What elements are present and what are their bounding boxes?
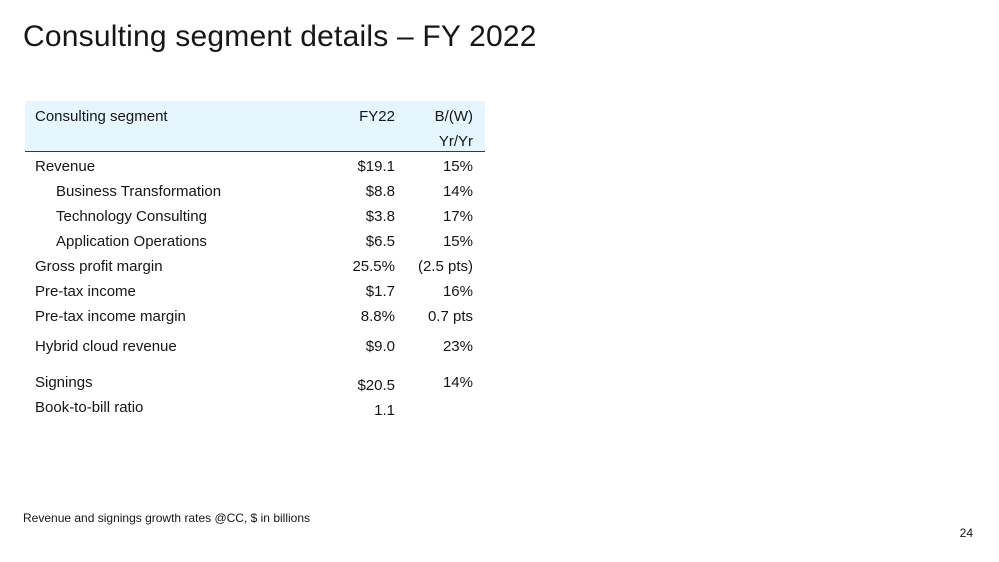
row-value: $8.8 [365, 183, 395, 200]
row-value: $9.0 [365, 338, 395, 355]
row-pre-tax-income: Pre-tax income $1.7 16% [25, 283, 485, 305]
row-value: 25.5% [352, 258, 395, 275]
row-revenue: Revenue $19.1 15% [25, 158, 485, 180]
row-label: Pre-tax income margin [35, 308, 186, 325]
row-label: Application Operations [56, 233, 207, 250]
row-label: Book-to-bill ratio [35, 399, 144, 416]
row-change: (2.5 pts) [417, 258, 473, 275]
row-label: Gross profit margin [35, 258, 163, 275]
consulting-segment-table: Consulting segment FY22 B/(W) Yr/Yr Reve… [25, 101, 485, 419]
row-application-operations: Application Operations $6.5 15% [25, 233, 485, 255]
row-signings: Signings $20.5 14% [25, 374, 485, 396]
row-label: Revenue [35, 158, 96, 175]
header-yr-yr: Yr/Yr [438, 133, 473, 150]
row-gross-profit-margin: Gross profit margin 25.5% (2.5 pts) [25, 258, 485, 280]
row-business-transformation: Business Transformation $8.8 14% [25, 183, 485, 205]
table-header: Consulting segment FY22 B/(W) Yr/Yr [25, 101, 485, 152]
row-label: Technology Consulting [56, 208, 207, 225]
row-value: $20.5 [357, 377, 395, 394]
page-title: Consulting segment details – FY 2022 [23, 20, 537, 53]
row-change: 14% [442, 183, 473, 200]
row-value: $19.1 [357, 158, 395, 175]
row-value: 8.8% [360, 308, 395, 325]
footnote: Revenue and signings growth rates @CC, $… [23, 511, 310, 525]
row-value: 1.1 [374, 402, 395, 419]
row-value: $3.8 [365, 208, 395, 225]
row-label: Business Transformation [56, 183, 222, 200]
row-label: Hybrid cloud revenue [35, 338, 177, 355]
row-change: 15% [442, 233, 473, 250]
header-bw: B/(W) [434, 108, 473, 125]
row-value: $1.7 [365, 283, 395, 300]
row-book-to-bill-ratio: Book-to-bill ratio 1.1 [25, 399, 485, 421]
header-segment-label: Consulting segment [35, 108, 168, 125]
page-number: 24 [959, 526, 973, 540]
row-change: 0.7 pts [427, 308, 473, 325]
row-change: 14% [442, 374, 473, 391]
header-fy22: FY22 [359, 108, 395, 125]
row-pre-tax-income-margin: Pre-tax income margin 8.8% 0.7 pts [25, 308, 485, 330]
row-label: Pre-tax income [35, 283, 136, 300]
row-change: 15% [442, 158, 473, 175]
row-value: $6.5 [365, 233, 395, 250]
row-hybrid-cloud-revenue: Hybrid cloud revenue $9.0 23% [25, 338, 485, 360]
row-change: 23% [442, 338, 473, 355]
row-change: 17% [442, 208, 473, 225]
row-change: 16% [442, 283, 473, 300]
row-technology-consulting: Technology Consulting $3.8 17% [25, 208, 485, 230]
row-label: Signings [35, 374, 93, 391]
